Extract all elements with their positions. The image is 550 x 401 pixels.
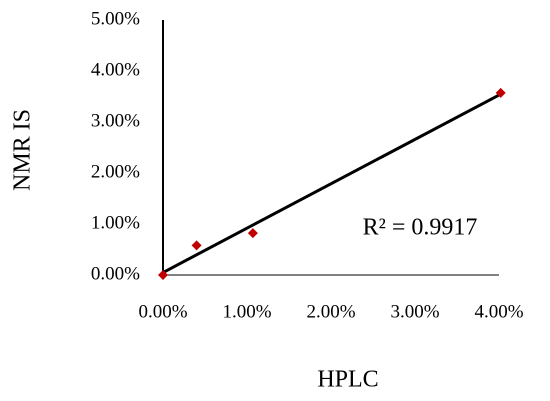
x-axis-title: HPLC: [317, 367, 378, 393]
x-tick-label: 0.00%: [138, 301, 187, 322]
y-tick-label: 2.00%: [91, 161, 140, 182]
x-tick-label: 2.00%: [306, 301, 355, 322]
x-tick-label: 1.00%: [222, 301, 271, 322]
trendline: [162, 92, 502, 274]
y-tick-label: 4.00%: [91, 59, 140, 80]
data-point: [158, 270, 168, 280]
data-point: [495, 87, 506, 98]
y-axis-title: NMR IS: [10, 109, 36, 191]
annotation: R² = 0.9917: [363, 215, 478, 241]
x-tick-label: 3.00%: [390, 301, 439, 322]
x-tick-label: 4.00%: [474, 301, 523, 322]
data-point: [191, 240, 202, 251]
data-point: [247, 228, 258, 239]
y-tick-label: 3.00%: [91, 110, 140, 131]
y-tick-label: 5.00%: [91, 8, 140, 29]
y-tick-label: 0.00%: [91, 263, 140, 284]
y-tick-label: 1.00%: [91, 212, 140, 233]
